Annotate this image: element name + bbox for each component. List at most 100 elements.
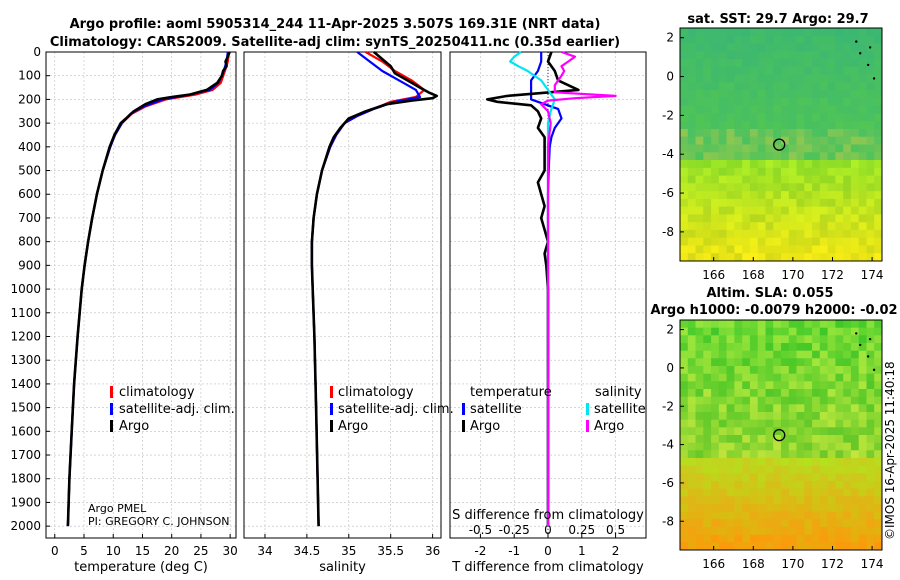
map-cell [781, 519, 790, 528]
map-cell [695, 222, 704, 231]
map-cell [866, 389, 875, 398]
map-cell [858, 59, 867, 68]
map-cell [804, 144, 813, 153]
map-cell [695, 465, 704, 474]
map-cell [726, 245, 735, 254]
map-cell [874, 144, 883, 153]
map-cell [781, 435, 790, 444]
map-cell [819, 136, 829, 145]
map-cell [757, 160, 766, 169]
map-cell [827, 51, 836, 60]
map-cell [742, 473, 751, 482]
map-cell [734, 465, 743, 474]
map-cell [742, 90, 751, 99]
map-cell [781, 404, 790, 413]
map-cell [843, 222, 852, 231]
map-cell [703, 381, 712, 390]
map-cell [804, 389, 813, 398]
map-cell [726, 412, 735, 421]
map-cell [874, 427, 883, 436]
map-cell [835, 427, 844, 436]
map-cell [843, 51, 852, 60]
map-cell [858, 229, 867, 239]
map-cell [812, 90, 821, 99]
map-cell [695, 458, 704, 467]
map-cell [812, 167, 821, 177]
map-cell [827, 198, 836, 208]
map-cell [835, 542, 844, 551]
map-cell [850, 366, 860, 375]
map-cell [749, 542, 759, 551]
map-cell [804, 465, 813, 474]
argo-float-marker [773, 138, 786, 151]
map-cell [773, 496, 782, 505]
map-cell [726, 113, 735, 122]
map-cell [734, 152, 743, 161]
map-cell [749, 412, 759, 421]
map-cell [858, 214, 867, 223]
map-cell [726, 373, 735, 382]
map-cell [812, 404, 821, 413]
map-cell [827, 412, 836, 421]
island-marker [855, 332, 858, 335]
map-cell [827, 160, 836, 169]
map-cell [812, 175, 821, 184]
map-cell [773, 245, 782, 254]
map-cell [858, 458, 867, 467]
map-cell [726, 229, 735, 239]
island-marker [868, 337, 872, 341]
map-cell [819, 167, 829, 177]
map-cell [726, 327, 735, 336]
map-cell [843, 167, 852, 177]
map-cell [687, 51, 697, 60]
map-cell [819, 389, 829, 398]
map-cell [827, 442, 836, 451]
map-cell [680, 97, 689, 107]
map-cell [703, 105, 712, 114]
map-cell [866, 450, 875, 459]
map-cell [726, 237, 735, 246]
x2-tick-label: 0.5 [606, 523, 625, 537]
map-cell [835, 198, 844, 208]
map-cell [874, 473, 883, 482]
map-cell [812, 136, 821, 145]
map-cell [843, 450, 852, 459]
y-tick-label: 1000 [10, 282, 41, 296]
map-cell [726, 90, 735, 99]
map-cell [718, 534, 728, 543]
map-cell [773, 481, 782, 490]
map-cell [742, 66, 751, 76]
map-cell [788, 381, 798, 390]
map-cell [781, 229, 790, 239]
map-cell [781, 74, 790, 83]
map-cell [765, 450, 774, 459]
map-cell [874, 198, 883, 208]
map-cell [773, 160, 782, 169]
map-cell [874, 245, 883, 254]
map-cell [773, 373, 782, 382]
map-cell [703, 129, 712, 138]
map-cell [796, 43, 805, 52]
map-y-tick-label: -6 [662, 186, 674, 200]
map-cell [788, 511, 798, 520]
map-cell [866, 198, 875, 208]
map-cell [812, 160, 821, 169]
map-cell [866, 373, 875, 382]
map-cell [773, 82, 782, 91]
map-cell [749, 121, 759, 130]
map-cell [835, 129, 844, 138]
map-cell [866, 160, 875, 169]
map-cell [850, 90, 860, 99]
map-cell [866, 121, 875, 130]
map-cell [773, 175, 782, 184]
map-cell [765, 419, 774, 428]
map-cell [687, 335, 697, 344]
map-cell [742, 496, 751, 505]
map-cell [687, 183, 697, 192]
map-cell [757, 229, 766, 239]
map-cell [718, 214, 728, 223]
map-cell [804, 214, 813, 223]
map-cell [827, 511, 836, 520]
y-tick-label: 1400 [10, 377, 41, 391]
map-cell [742, 504, 751, 513]
